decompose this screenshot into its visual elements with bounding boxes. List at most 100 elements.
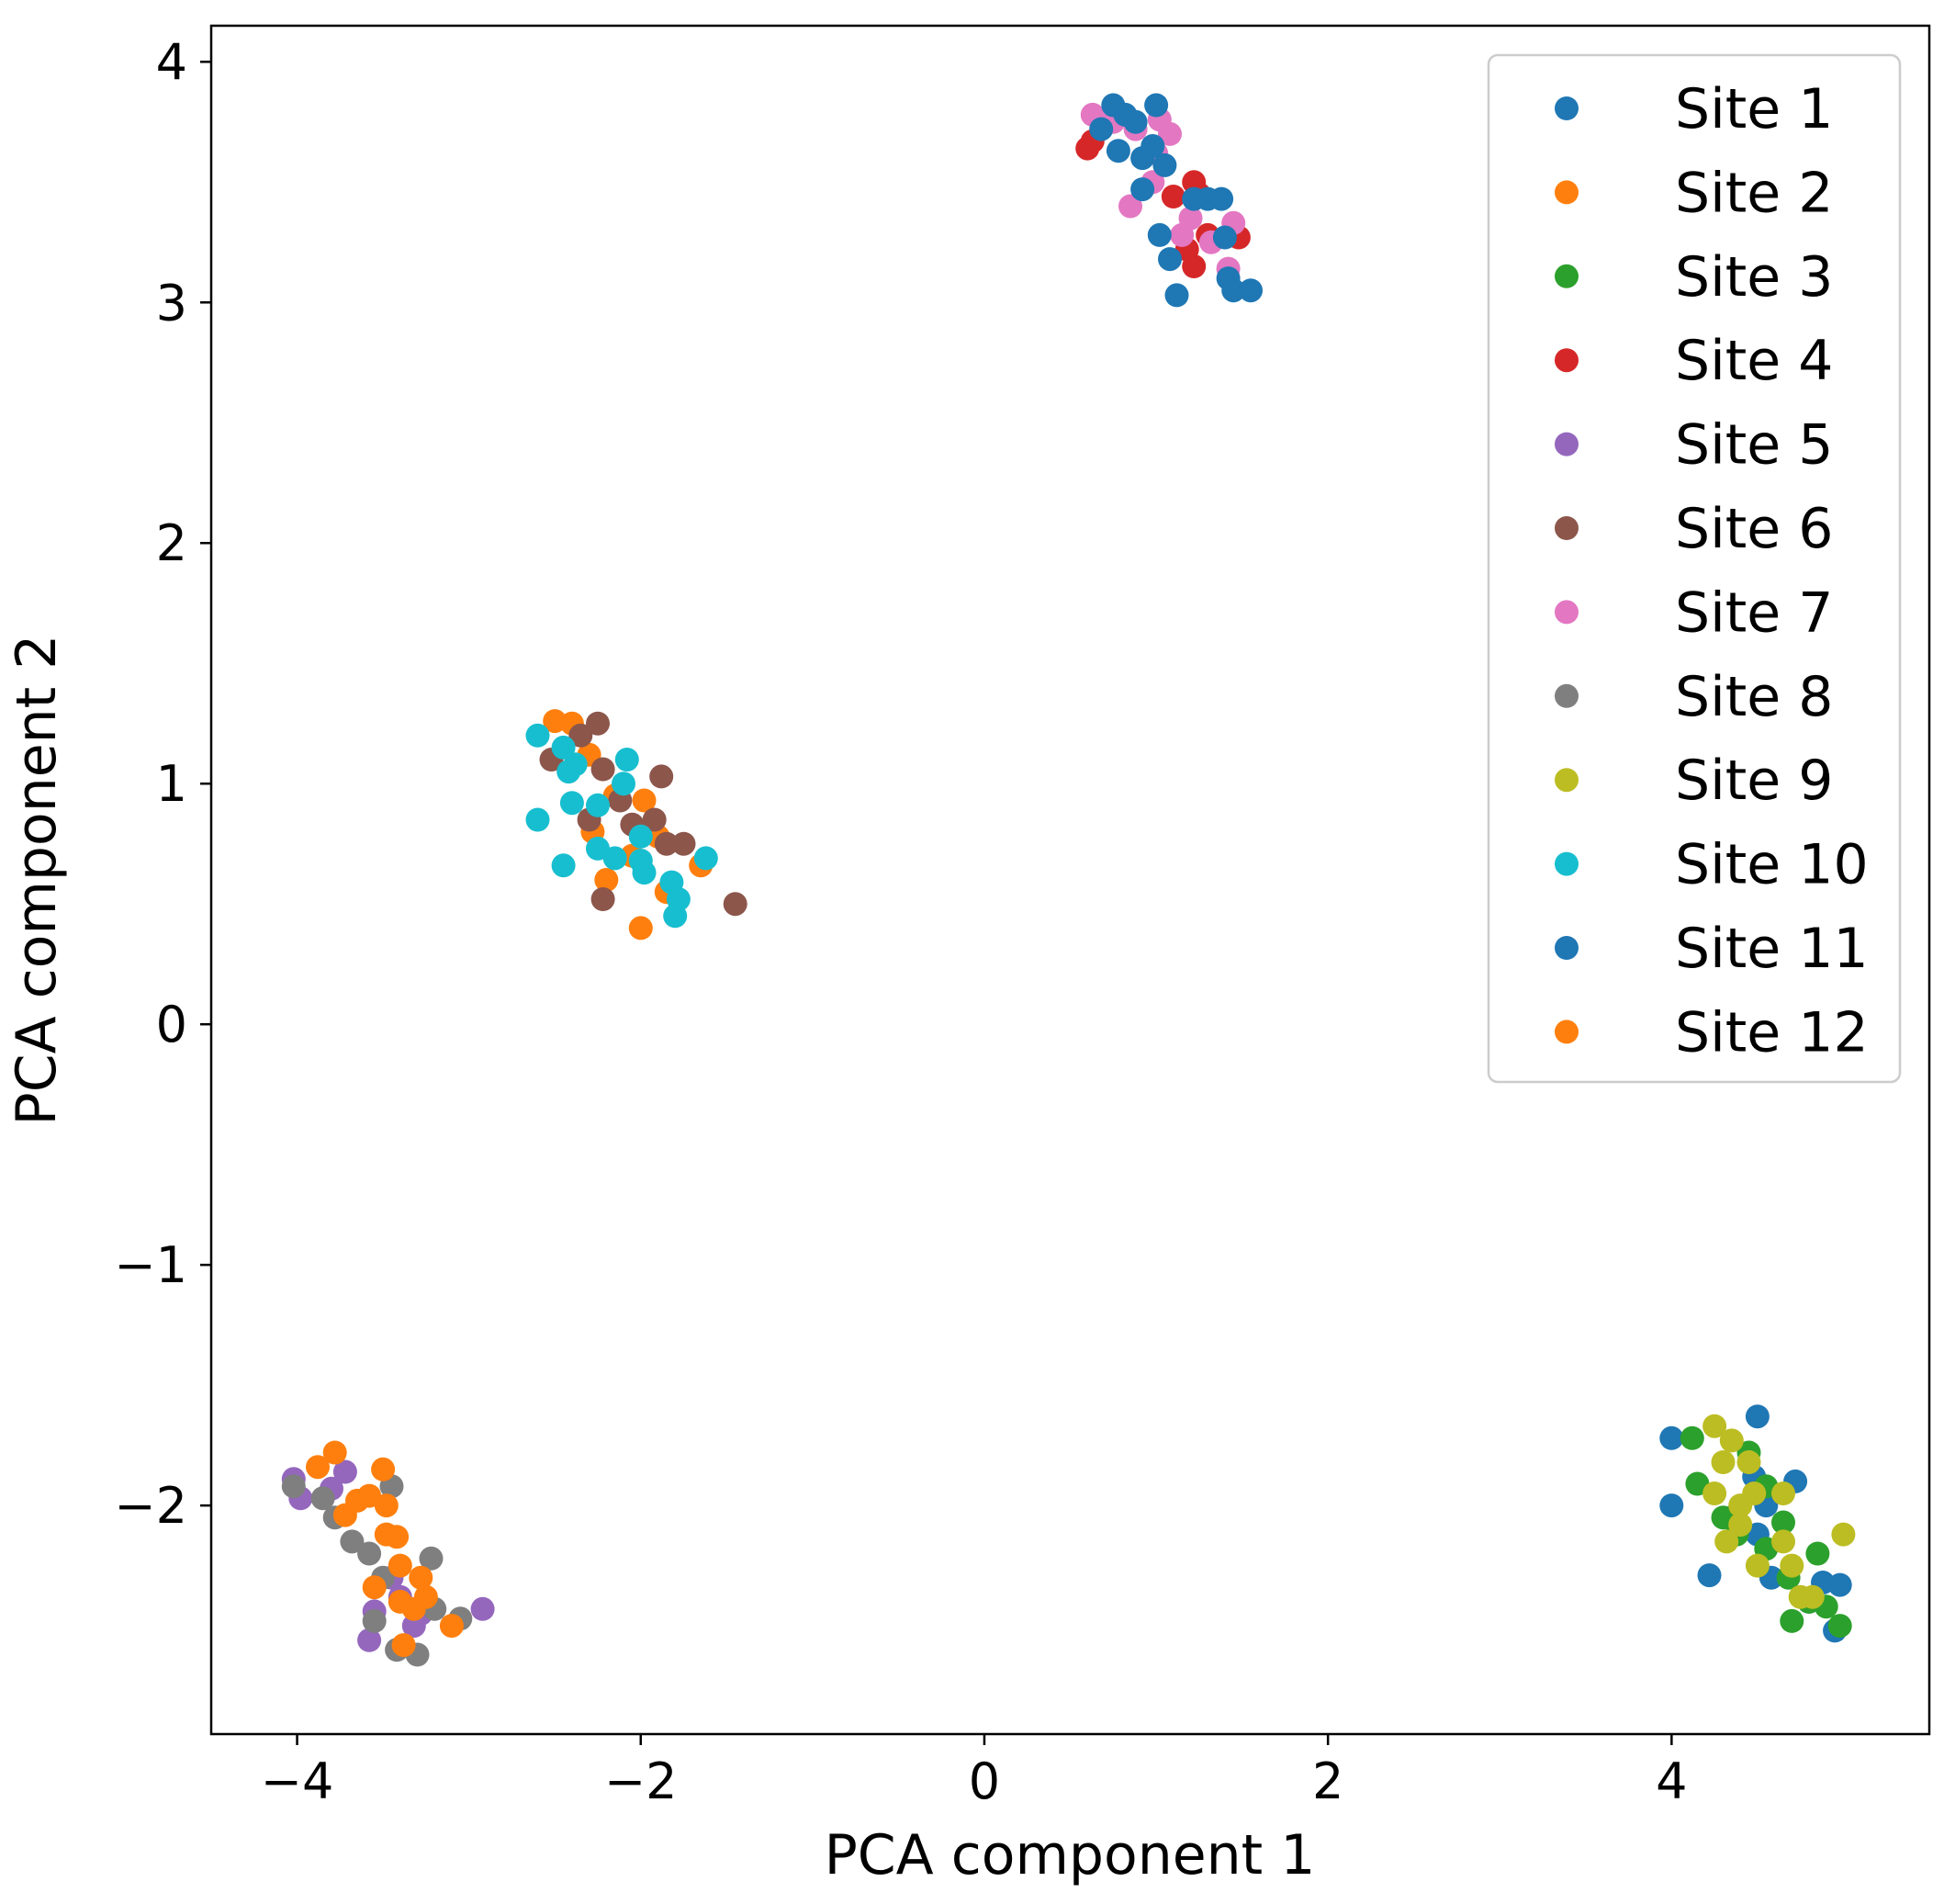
- data-point: [371, 1457, 396, 1482]
- legend-marker: [1555, 432, 1579, 456]
- data-point: [654, 831, 679, 856]
- data-point: [1239, 278, 1263, 303]
- data-point: [666, 887, 691, 911]
- series-site-9: [1702, 1414, 1856, 1609]
- data-point: [551, 735, 576, 760]
- data-point: [1728, 1513, 1753, 1538]
- data-points: [281, 93, 1856, 1667]
- legend-label: Site 9: [1675, 749, 1833, 813]
- y-axis-label: PCA component 2: [5, 635, 69, 1126]
- data-point: [671, 831, 696, 856]
- x-axis-label: PCA component 1: [825, 1823, 1316, 1887]
- data-point: [470, 1596, 495, 1621]
- legend-label: Site 7: [1675, 580, 1833, 645]
- data-point: [1164, 283, 1189, 308]
- data-point: [563, 752, 588, 777]
- y-tick-label: −1: [114, 1236, 187, 1294]
- data-point: [1161, 185, 1186, 208]
- axis-ticks: −4 −2 0 2 4 −2 −1 0 1 2 3 4: [114, 33, 1687, 1810]
- legend-marker: [1555, 96, 1579, 120]
- data-point: [590, 887, 615, 911]
- data-point: [1827, 1572, 1852, 1597]
- data-point: [1714, 1529, 1739, 1554]
- data-point: [1771, 1510, 1795, 1535]
- x-tick-label: 4: [1656, 1752, 1687, 1810]
- data-point: [1209, 186, 1234, 211]
- data-point: [310, 1486, 335, 1511]
- data-point: [1158, 247, 1182, 272]
- data-point: [1147, 222, 1172, 247]
- data-point: [1780, 1553, 1804, 1578]
- legend-label: Site 2: [1675, 161, 1833, 225]
- data-point: [362, 1608, 387, 1633]
- plot-frame: [209, 24, 1931, 1736]
- data-point: [559, 791, 584, 816]
- data-point: [362, 1575, 387, 1600]
- data-point: [391, 1633, 416, 1658]
- legend-label: Site 1: [1675, 77, 1833, 141]
- data-point: [306, 1455, 330, 1480]
- data-point: [525, 807, 550, 832]
- data-point: [723, 892, 747, 917]
- data-point: [1659, 1425, 1684, 1450]
- data-point: [1745, 1553, 1770, 1578]
- data-point: [374, 1522, 399, 1547]
- data-point: [1711, 1450, 1736, 1474]
- legend-marker: [1555, 600, 1579, 625]
- x-tick-label: −2: [604, 1752, 678, 1810]
- legend-label: Site 3: [1675, 245, 1833, 310]
- data-point: [590, 757, 615, 782]
- data-point: [419, 1546, 444, 1571]
- data-point: [628, 916, 653, 941]
- y-tick-label: 0: [156, 996, 187, 1053]
- data-point: [1719, 1428, 1744, 1453]
- data-point: [628, 824, 653, 849]
- legend-marker: [1555, 851, 1579, 876]
- data-point: [614, 748, 639, 772]
- data-point: [1118, 194, 1142, 219]
- data-point: [551, 853, 576, 878]
- series-site-7: [1080, 102, 1246, 281]
- data-point: [1780, 1608, 1804, 1633]
- y-tick-label: −2: [114, 1477, 187, 1535]
- data-point: [1680, 1425, 1704, 1450]
- data-point: [1144, 93, 1169, 118]
- data-point: [1736, 1450, 1761, 1474]
- data-point: [693, 846, 718, 871]
- data-point: [1728, 1493, 1753, 1518]
- y-tick-label: 1: [156, 755, 187, 813]
- x-tick-label: 2: [1312, 1752, 1343, 1810]
- data-point: [322, 1440, 347, 1465]
- data-point: [357, 1628, 382, 1652]
- y-tick-label: 3: [156, 274, 187, 332]
- data-point: [413, 1584, 438, 1609]
- legend-label: Site 12: [1675, 1000, 1869, 1065]
- data-point: [1702, 1482, 1727, 1505]
- data-point: [1702, 1414, 1727, 1438]
- data-point: [1152, 152, 1177, 177]
- data-point: [568, 723, 593, 748]
- series-site-12: [306, 1440, 464, 1658]
- data-point: [632, 861, 657, 885]
- legend-label: Site 11: [1675, 917, 1869, 981]
- data-point: [1827, 1614, 1852, 1639]
- series-site-6: [539, 711, 747, 917]
- data-point: [1221, 278, 1246, 303]
- data-point: [1089, 117, 1114, 141]
- data-point: [642, 807, 667, 832]
- data-point: [340, 1529, 365, 1554]
- data-point: [388, 1553, 412, 1578]
- data-point: [586, 793, 610, 817]
- series-site-11: [1089, 93, 1263, 308]
- legend-marker: [1555, 683, 1579, 708]
- data-point: [332, 1459, 357, 1484]
- data-point: [1123, 109, 1148, 134]
- data-point: [1212, 225, 1237, 250]
- data-point: [1130, 177, 1155, 202]
- data-point: [1805, 1541, 1830, 1566]
- y-tick-label: 4: [156, 33, 187, 91]
- legend-marker: [1555, 936, 1579, 960]
- data-point: [1800, 1584, 1825, 1609]
- data-point: [357, 1541, 382, 1566]
